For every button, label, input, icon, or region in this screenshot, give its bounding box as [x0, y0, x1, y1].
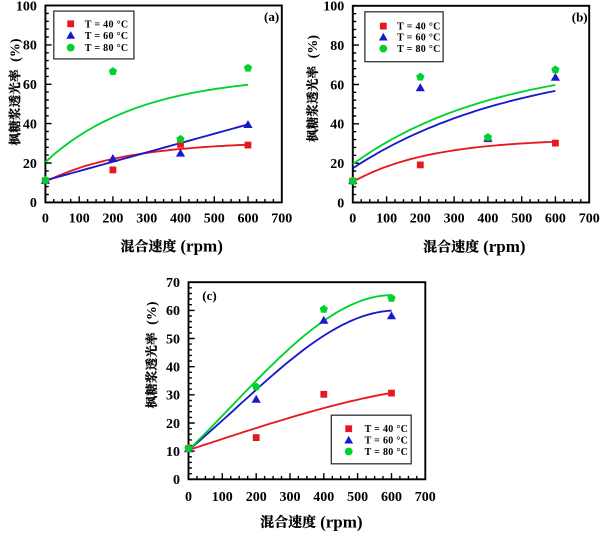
svg-text:40: 40 [23, 117, 37, 132]
svg-text:300: 300 [280, 490, 301, 505]
svg-text:T = 80 °C: T = 80 °C [365, 447, 409, 458]
svg-text:400: 400 [313, 490, 334, 505]
svg-text:20: 20 [166, 417, 180, 432]
svg-text:100: 100 [69, 211, 90, 226]
svg-text:40: 40 [330, 118, 344, 133]
svg-text:50: 50 [166, 332, 180, 347]
svg-text:100: 100 [323, 0, 344, 15]
svg-text:60: 60 [166, 304, 180, 319]
svg-text:40: 40 [166, 361, 180, 376]
svg-text:20: 20 [330, 157, 344, 172]
svg-text:T = 40 °C: T = 40 °C [397, 22, 441, 33]
svg-text:0: 0 [337, 196, 344, 211]
svg-text:100: 100 [376, 211, 397, 226]
svg-text:500: 500 [204, 211, 225, 226]
svg-text:T = 80 °C: T = 80 °C [397, 44, 441, 55]
svg-text:500: 500 [347, 490, 368, 505]
svg-text:80: 80 [23, 39, 37, 54]
svg-text:300: 300 [136, 211, 157, 226]
svg-text:300: 300 [444, 211, 465, 226]
svg-text:0: 0 [349, 211, 356, 226]
svg-text:(b): (b) [572, 9, 588, 24]
svg-text:T = 40 °C: T = 40 °C [85, 19, 129, 30]
svg-text:70: 70 [166, 276, 180, 291]
svg-text:T = 60 °C: T = 60 °C [365, 436, 409, 447]
svg-text:60: 60 [330, 78, 344, 93]
svg-text:0: 0 [42, 211, 49, 226]
svg-text:200: 200 [102, 211, 123, 226]
svg-text:100: 100 [212, 490, 233, 505]
svg-text:(rpm): (rpm) [483, 237, 525, 256]
svg-text:0: 0 [185, 490, 192, 505]
svg-text:0: 0 [30, 196, 37, 211]
svg-text:20: 20 [23, 157, 37, 172]
svg-text:(a): (a) [264, 9, 279, 24]
svg-text:(%): (%) [145, 301, 160, 325]
svg-text:(%): (%) [8, 38, 23, 62]
svg-text:400: 400 [477, 211, 498, 226]
svg-text:80: 80 [330, 39, 344, 54]
svg-text:T = 40 °C: T = 40 °C [365, 424, 409, 435]
svg-text:500: 500 [511, 211, 532, 226]
svg-text:700: 700 [415, 490, 436, 505]
svg-text:60: 60 [23, 78, 37, 93]
svg-text:600: 600 [381, 490, 402, 505]
svg-text:400: 400 [170, 211, 191, 226]
svg-text:(rpm): (rpm) [180, 237, 222, 256]
svg-text:(%): (%) [306, 35, 321, 59]
svg-text:700: 700 [271, 211, 292, 226]
svg-text:(rpm): (rpm) [320, 512, 362, 531]
svg-text:T = 60 °C: T = 60 °C [397, 33, 441, 44]
svg-text:600: 600 [545, 211, 566, 226]
svg-text:200: 200 [410, 211, 431, 226]
svg-text:100: 100 [16, 0, 37, 14]
svg-text:700: 700 [579, 211, 600, 226]
svg-text:200: 200 [246, 490, 267, 505]
svg-text:30: 30 [166, 389, 180, 404]
svg-text:600: 600 [238, 211, 259, 226]
svg-text:0: 0 [173, 473, 180, 488]
svg-text:T = 60 °C: T = 60 °C [85, 31, 129, 42]
svg-text:(c): (c) [202, 288, 216, 303]
svg-text:10: 10 [166, 445, 180, 460]
svg-text:T = 80 °C: T = 80 °C [85, 43, 129, 54]
